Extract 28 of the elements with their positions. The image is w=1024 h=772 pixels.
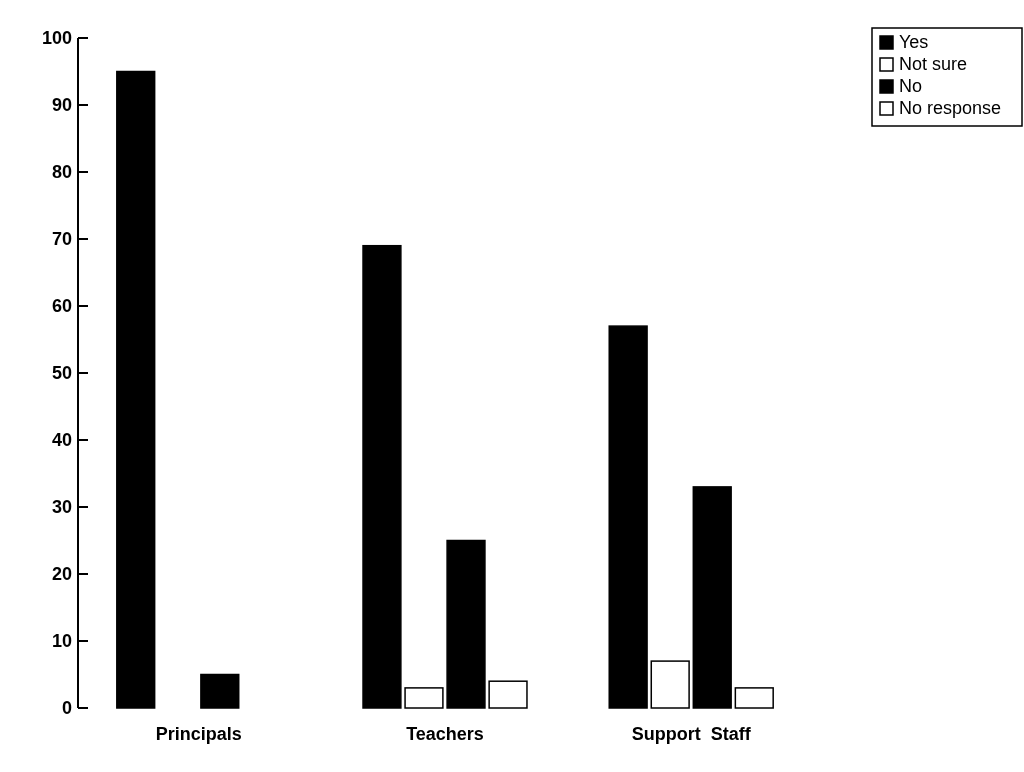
legend-label: Yes [899, 32, 929, 52]
bar [362, 244, 402, 709]
y-tick-label: 70 [51, 229, 72, 250]
bar [446, 539, 486, 709]
legend-label: No [899, 76, 923, 96]
y-tick-label: 60 [51, 296, 72, 317]
bar [734, 687, 774, 709]
x-tick-label: Teachers [406, 724, 484, 744]
y-tick-label: 40 [51, 430, 72, 451]
x-tick-label: Principals [155, 724, 242, 744]
y-tick-label: 10 [51, 631, 72, 652]
y-tick-label: 30 [51, 497, 72, 518]
y-tick-label: 0 [61, 698, 72, 719]
x-tick-label: Support Staff [631, 724, 752, 744]
y-tick-label: 100 [41, 28, 72, 49]
bar [404, 687, 444, 709]
y-tick-label: 20 [51, 564, 72, 585]
legend-label: No response [899, 98, 1002, 118]
y-tick-label: 50 [51, 363, 72, 384]
bar [608, 325, 648, 709]
bar [116, 70, 156, 709]
bar [692, 486, 732, 709]
y-tick-label: 90 [51, 95, 72, 116]
legend-label: Not sure [899, 54, 968, 74]
y-tick-label: 80 [51, 162, 72, 183]
bar [488, 680, 528, 709]
bar [650, 660, 690, 709]
bar [200, 673, 240, 709]
